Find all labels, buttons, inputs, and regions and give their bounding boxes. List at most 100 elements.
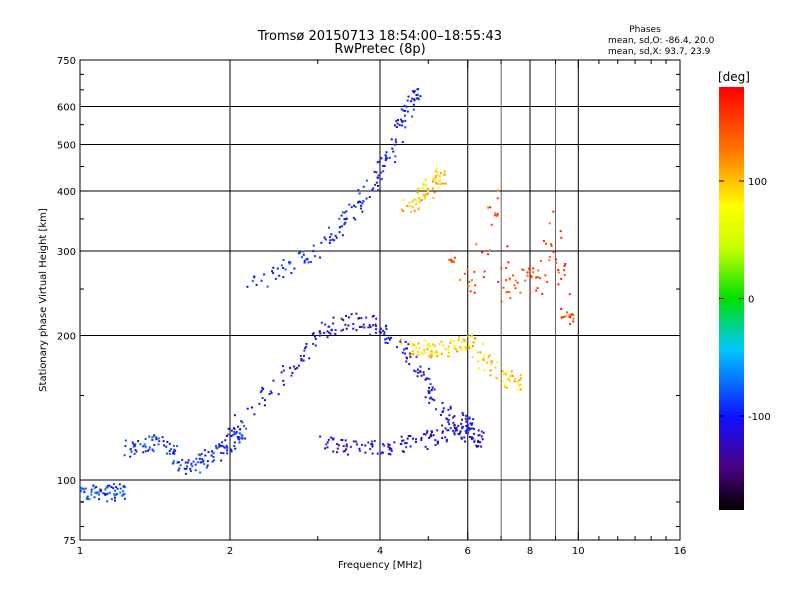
chart-title: Tromsø 20150713 18:54:00–18:55:43 bbox=[257, 29, 502, 44]
data-point bbox=[514, 377, 517, 380]
data-point bbox=[416, 354, 419, 357]
data-point bbox=[323, 236, 326, 239]
data-point bbox=[435, 408, 438, 411]
data-point bbox=[362, 200, 365, 203]
data-point bbox=[494, 376, 497, 379]
data-point bbox=[402, 109, 405, 112]
data-point bbox=[422, 182, 425, 185]
data-point bbox=[452, 429, 455, 432]
data-point bbox=[444, 436, 447, 439]
data-point bbox=[449, 259, 452, 262]
data-point bbox=[480, 445, 483, 448]
data-point bbox=[463, 345, 466, 348]
data-point bbox=[318, 334, 321, 337]
data-point bbox=[452, 261, 455, 264]
data-point bbox=[471, 437, 474, 440]
data-point bbox=[410, 353, 413, 356]
data-point bbox=[124, 486, 127, 489]
data-point bbox=[305, 342, 308, 345]
data-point bbox=[123, 454, 126, 457]
data-point bbox=[365, 179, 368, 182]
data-point bbox=[399, 443, 402, 446]
data-point bbox=[348, 203, 351, 206]
data-point bbox=[453, 256, 456, 259]
data-point bbox=[84, 487, 87, 490]
data-point bbox=[432, 178, 435, 181]
data-point bbox=[422, 353, 425, 356]
data-point bbox=[423, 348, 426, 351]
data-point bbox=[467, 432, 470, 435]
data-point bbox=[447, 345, 450, 348]
data-point bbox=[434, 443, 437, 446]
data-point bbox=[457, 335, 460, 338]
data-point bbox=[171, 462, 174, 465]
data-point bbox=[426, 348, 429, 351]
data-point bbox=[233, 441, 236, 444]
data-point bbox=[532, 267, 535, 270]
data-point bbox=[246, 285, 249, 288]
data-point bbox=[479, 351, 482, 354]
data-point bbox=[419, 365, 422, 368]
data-point bbox=[417, 192, 420, 195]
data-point bbox=[124, 439, 127, 442]
data-point bbox=[464, 430, 467, 433]
data-point bbox=[372, 187, 375, 190]
data-point bbox=[505, 279, 508, 282]
data-point bbox=[569, 323, 572, 326]
data-point bbox=[371, 452, 374, 455]
data-point bbox=[404, 340, 407, 343]
data-point bbox=[411, 350, 414, 353]
data-point bbox=[422, 373, 425, 376]
data-point bbox=[412, 103, 415, 106]
data-point bbox=[335, 236, 338, 239]
data-point bbox=[294, 368, 297, 371]
data-point bbox=[400, 108, 403, 111]
data-point bbox=[503, 384, 506, 387]
x-tick-label: 16 bbox=[674, 546, 687, 557]
data-point bbox=[371, 445, 374, 448]
data-point bbox=[238, 441, 241, 444]
data-point bbox=[424, 378, 427, 381]
data-point bbox=[340, 317, 343, 320]
data-point bbox=[555, 261, 558, 264]
data-point bbox=[165, 452, 168, 455]
data-point bbox=[299, 251, 302, 254]
data-point bbox=[192, 460, 195, 463]
data-point bbox=[469, 427, 472, 430]
data-point bbox=[330, 233, 333, 236]
data-point bbox=[358, 447, 361, 450]
data-point bbox=[328, 331, 331, 334]
data-point bbox=[345, 218, 348, 221]
data-point bbox=[423, 197, 426, 200]
data-point bbox=[430, 350, 433, 353]
data-point bbox=[473, 440, 476, 443]
data-point bbox=[497, 280, 500, 283]
data-point bbox=[539, 277, 542, 280]
data-point bbox=[466, 268, 469, 271]
data-point bbox=[427, 190, 430, 193]
data-point bbox=[445, 440, 448, 443]
data-point bbox=[346, 453, 349, 456]
data-point bbox=[563, 264, 566, 267]
data-point bbox=[434, 169, 437, 172]
data-point bbox=[282, 379, 285, 382]
y-tick-label: 400 bbox=[57, 187, 76, 198]
data-point bbox=[417, 88, 420, 91]
data-point bbox=[332, 450, 335, 453]
data-point bbox=[103, 492, 106, 495]
data-point bbox=[508, 291, 511, 294]
x-tick-label: 6 bbox=[465, 546, 471, 557]
data-point bbox=[139, 443, 142, 446]
data-point bbox=[506, 245, 509, 248]
data-point bbox=[471, 334, 474, 337]
data-point bbox=[385, 324, 388, 327]
data-point bbox=[401, 450, 404, 453]
data-point bbox=[420, 437, 423, 440]
data-point bbox=[278, 274, 281, 277]
data-point bbox=[202, 459, 205, 462]
data-point bbox=[282, 276, 285, 279]
data-point bbox=[511, 374, 514, 377]
data-point bbox=[420, 351, 423, 354]
data-point bbox=[161, 436, 164, 439]
data-point bbox=[240, 420, 243, 423]
